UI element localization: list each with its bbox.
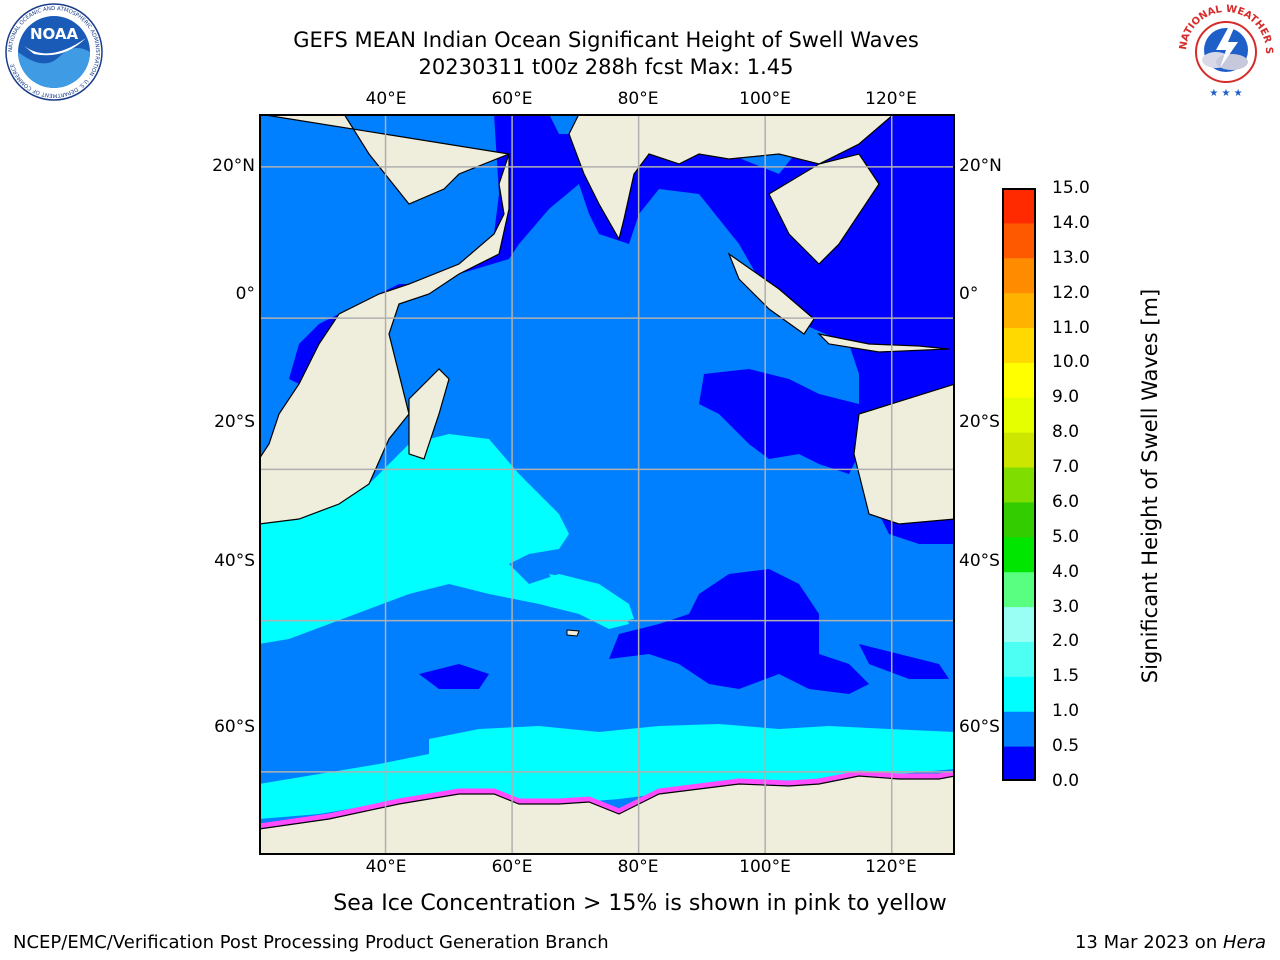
colorbar-tick-label: 1.0 bbox=[1052, 701, 1080, 722]
colorbar-tick-label: 15.0 bbox=[1052, 178, 1090, 198]
nws-logo: NATIONAL WEATHER SERVICE ★ ★ ★ bbox=[1172, 0, 1276, 102]
colorbar-tick-label: 0.0 bbox=[1052, 771, 1080, 791]
colorbar-segment bbox=[1002, 571, 1036, 608]
colorbar-tick-label: 6.0 bbox=[1052, 491, 1080, 512]
colorbar-segment bbox=[1002, 292, 1036, 329]
indochina-land bbox=[768, 153, 880, 265]
lon-label-bottom-100e: 100°E bbox=[739, 857, 791, 877]
footer-date-text: 13 Mar 2023 on bbox=[1074, 932, 1223, 953]
lon-label-bottom-60e: 60°E bbox=[491, 857, 533, 877]
swell-low-region bbox=[419, 664, 489, 689]
africa-arabia-land bbox=[259, 114, 510, 525]
java-land bbox=[817, 333, 950, 353]
noaa-logo-text: NOAA bbox=[30, 25, 79, 43]
lat-label-left-40s: 40°S bbox=[214, 551, 255, 571]
colorbar-segment bbox=[1002, 188, 1036, 224]
chart-title-line2: 20230311 t00z 288h fcst Max: 1.45 bbox=[418, 55, 794, 79]
colorbar-segment bbox=[1002, 467, 1036, 503]
noaa-logo: NOAA NATIONAL OCEANIC AND ATMOSPHERIC AD… bbox=[4, 2, 104, 102]
colorbar-segment bbox=[1002, 327, 1036, 363]
antarctica-land bbox=[259, 776, 955, 855]
svg-text:★ ★ ★: ★ ★ ★ bbox=[1209, 88, 1242, 99]
lat-label-right-60s: 60°S bbox=[959, 717, 1000, 737]
footer-date: 13 Mar 2023 on Hera bbox=[1075, 932, 1266, 954]
colorbar-tick-label: 12.0 bbox=[1052, 282, 1090, 303]
colorbar-tick-label: 0.5 bbox=[1052, 736, 1080, 757]
colorbar-tick-label: 4.0 bbox=[1052, 561, 1080, 582]
colorbar-tick-label: 8.0 bbox=[1052, 422, 1080, 443]
lat-label-right-0: 0° bbox=[959, 284, 979, 304]
australia-land bbox=[853, 383, 955, 525]
sea-ice-note: Sea Ice Concentration > 15% is shown in … bbox=[333, 891, 947, 916]
swell-low-region bbox=[859, 644, 949, 679]
map-frame bbox=[259, 114, 955, 855]
swell-mid-region bbox=[549, 574, 634, 624]
colorbar bbox=[1002, 188, 1036, 782]
colorbar-tick-label: 9.0 bbox=[1052, 387, 1080, 408]
footer-machine: Hera bbox=[1222, 932, 1266, 953]
colorbar-segment bbox=[1002, 536, 1036, 573]
swell-low-region bbox=[699, 369, 864, 474]
colorbar-segment bbox=[1002, 362, 1036, 398]
colorbar-tick-label: 14.0 bbox=[1052, 212, 1090, 233]
kerguelen-island bbox=[566, 629, 580, 637]
lon-label-bottom-40e: 40°E bbox=[365, 857, 407, 877]
colorbar-segment bbox=[1002, 676, 1036, 712]
map-panel bbox=[259, 114, 955, 855]
colorbar-tick-label: 11.0 bbox=[1052, 317, 1090, 338]
lat-label-left-0: 0° bbox=[235, 284, 255, 304]
lat-label-left-60s: 60°S bbox=[214, 717, 255, 737]
madagascar-land bbox=[408, 368, 450, 460]
colorbar-segment bbox=[1002, 432, 1036, 468]
swell-mid-region bbox=[259, 434, 629, 644]
lon-label-top-60e: 60°E bbox=[491, 89, 533, 109]
colorbar-label: Significant Height of Swell Waves [m] bbox=[1138, 288, 1162, 684]
sumatra-land bbox=[727, 252, 815, 335]
lat-label-right-20n: 20°N bbox=[959, 156, 1002, 176]
colorbar-segment bbox=[1002, 746, 1036, 782]
lat-label-right-20s: 20°S bbox=[959, 412, 1000, 432]
lon-label-top-40e: 40°E bbox=[365, 89, 407, 109]
colorbar-tick-label: 13.0 bbox=[1052, 247, 1090, 268]
footer-branch: NCEP/EMC/Verification Post Processing Pr… bbox=[13, 932, 609, 953]
colorbar-segment bbox=[1002, 641, 1036, 677]
swell-height-map bbox=[259, 114, 955, 855]
colorbar-segment bbox=[1002, 397, 1036, 433]
colorbar-tick-label: 2.0 bbox=[1052, 631, 1080, 652]
south-asia-land bbox=[568, 114, 895, 241]
lat-label-left-20n: 20°N bbox=[212, 156, 255, 176]
swell-low-region bbox=[609, 569, 869, 694]
colorbar-tick-label: 3.0 bbox=[1052, 596, 1080, 617]
chart-title-line1: GEFS MEAN Indian Ocean Significant Heigh… bbox=[293, 28, 919, 52]
lon-label-bottom-80e: 80°E bbox=[617, 857, 659, 877]
lat-label-left-20s: 20°S bbox=[214, 412, 255, 432]
colorbar-segment bbox=[1002, 222, 1036, 259]
colorbar-tick-label: 10.0 bbox=[1052, 352, 1090, 373]
lon-label-top-120e: 120°E bbox=[865, 89, 917, 109]
lon-label-top-80e: 80°E bbox=[617, 89, 659, 109]
colorbar-segment bbox=[1002, 501, 1036, 538]
lon-label-bottom-120e: 120°E bbox=[865, 857, 917, 877]
lat-label-right-40s: 40°S bbox=[959, 551, 1000, 571]
colorbar-segment bbox=[1002, 711, 1036, 747]
colorbar-tick-label: 7.0 bbox=[1052, 457, 1080, 478]
colorbar-segment bbox=[1002, 257, 1036, 294]
colorbar-tick-label: 1.5 bbox=[1052, 666, 1080, 687]
lon-label-top-100e: 100°E bbox=[739, 89, 791, 109]
colorbar-tick-label: 5.0 bbox=[1052, 526, 1080, 547]
colorbar-segment bbox=[1002, 606, 1036, 642]
